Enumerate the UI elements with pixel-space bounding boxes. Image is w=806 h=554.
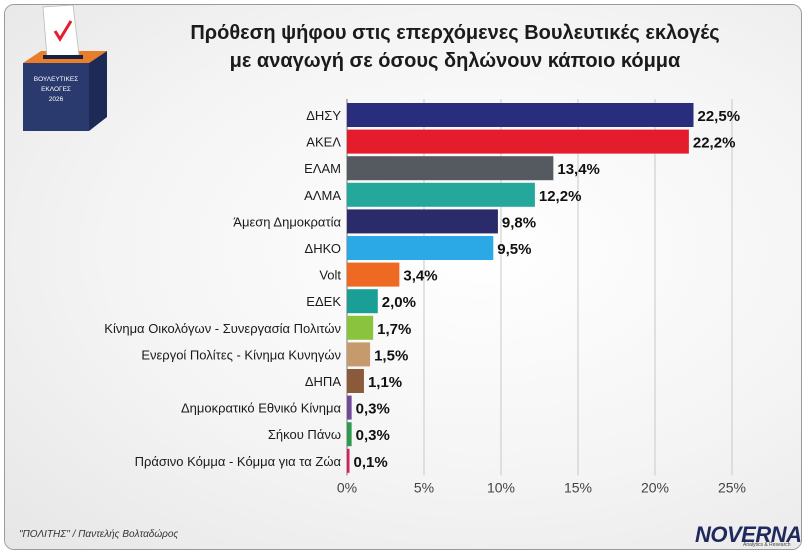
category-label: Δημοκρατικό Εθνικό Κίνημα bbox=[181, 401, 342, 416]
bar bbox=[347, 129, 689, 154]
bar bbox=[347, 448, 350, 473]
bar-chart: 0% 5% 10% 15% 20% 25% ΔΗΣΥ 22,5% ΑΚΕΛ 22,2% ΕΛΑΜ 13… bbox=[104, 99, 746, 495]
logo-text-1: ΒΟΥΛΕΥΤΙΚΕΣ bbox=[34, 76, 79, 83]
x-tick-label: 15% bbox=[564, 479, 592, 495]
bar bbox=[347, 182, 535, 207]
chart-title-line-2: με αναγωγή σε όσους δηλώνουν κάποιο κόμμ… bbox=[229, 50, 681, 72]
x-tick-label: 5% bbox=[414, 479, 434, 495]
chart-frame: ΒΟΥΛΕΥΤΙΚΕΣ ΕΚΛΟΓΕΣ 2026 Πρόθεση ψήφου σ… bbox=[4, 4, 802, 550]
bar bbox=[347, 289, 378, 314]
value-label: 1,1% bbox=[368, 374, 402, 391]
bar bbox=[347, 262, 400, 287]
bar bbox=[347, 422, 352, 447]
background bbox=[5, 5, 801, 549]
category-label: Άμεση Δημοκρατία bbox=[233, 214, 341, 229]
value-label: 22,2% bbox=[693, 135, 736, 152]
value-label: 1,7% bbox=[377, 321, 411, 338]
value-label: 2,0% bbox=[382, 294, 416, 311]
value-label: 0,1% bbox=[354, 454, 388, 471]
ballot-box-logo: ΒΟΥΛΕΥΤΙΚΕΣ ΕΚΛΟΓΕΣ 2026 bbox=[23, 5, 107, 131]
credit-text: "ΠΟΛΙΤΗΣ" / Παντελής Βολταδώρος bbox=[19, 529, 179, 540]
value-label: 12,2% bbox=[539, 188, 582, 205]
value-label: 0,3% bbox=[356, 427, 390, 444]
value-label: 3,4% bbox=[403, 268, 437, 285]
value-label: 9,8% bbox=[502, 214, 536, 231]
x-tick-label: 25% bbox=[718, 479, 746, 495]
category-label: ΔΗΠΑ bbox=[305, 374, 341, 389]
x-tick-label: 0% bbox=[337, 479, 357, 495]
category-label: Σήκου Πάνω bbox=[268, 427, 341, 442]
bar bbox=[347, 156, 554, 181]
value-label: 1,5% bbox=[374, 347, 408, 364]
value-label: 9,5% bbox=[497, 241, 531, 258]
category-label: Ενεργοί Πολίτες - Κίνημα Κυνηγών bbox=[141, 347, 341, 362]
brand-logo: NOVERNA bbox=[695, 522, 802, 547]
chart-title-line-1: Πρόθεση ψήφου στις επερχόμενες Βουλευτικ… bbox=[190, 22, 720, 44]
logo-text-3: 2026 bbox=[49, 96, 64, 103]
bar bbox=[347, 369, 364, 393]
x-tick-label: 20% bbox=[641, 479, 669, 495]
logo-text-2: ΕΚΛΟΓΕΣ bbox=[41, 86, 71, 93]
bar bbox=[347, 236, 494, 260]
category-label: ΑΚΕΛ bbox=[306, 135, 341, 150]
category-label: ΔΗΣΥ bbox=[306, 108, 341, 123]
bar bbox=[347, 103, 694, 127]
value-label: 13,4% bbox=[557, 161, 600, 178]
bar bbox=[347, 209, 498, 234]
category-label: Πράσινο Κόμμα - Κόμμα για τα Ζώα bbox=[135, 454, 342, 469]
value-label: 22,5% bbox=[698, 108, 741, 125]
bar bbox=[347, 342, 371, 367]
category-label: Volt bbox=[319, 268, 341, 283]
category-label: Κίνημα Οικολόγων - Συνεργασία Πολιτών bbox=[104, 321, 341, 336]
bar bbox=[347, 315, 374, 340]
category-label: ΕΛΑΜ bbox=[304, 161, 341, 176]
category-label: ΕΔΕΚ bbox=[306, 294, 341, 309]
brand-subtitle: Analytics & Research bbox=[743, 542, 791, 548]
value-label: 0,3% bbox=[356, 401, 390, 418]
category-label: ΔΗΚΟ bbox=[305, 241, 341, 256]
bar bbox=[347, 395, 352, 420]
category-label: ΑΛΜΑ bbox=[304, 188, 341, 203]
x-tick-label: 10% bbox=[487, 479, 515, 495]
